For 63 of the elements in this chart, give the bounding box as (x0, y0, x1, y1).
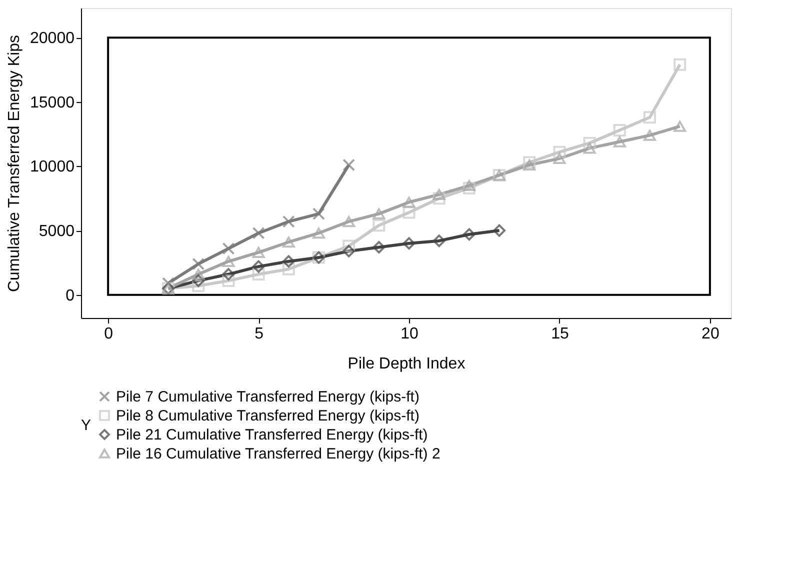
point (222, 256, 235, 267)
point (252, 260, 265, 273)
point (282, 262, 295, 276)
point (432, 188, 446, 200)
point (192, 258, 205, 270)
point (282, 255, 295, 268)
point (674, 58, 686, 71)
point (432, 192, 446, 205)
legend-title: Y (81, 417, 92, 434)
x-tick-label: 5 (254, 326, 264, 342)
point (553, 146, 566, 158)
point (312, 208, 325, 220)
point (192, 280, 205, 292)
point (462, 182, 476, 194)
y-tick-label: 20000 (30, 30, 75, 48)
legend-label: Pile 8 Cumulative Transferred Energy (kips-ft) (116, 408, 420, 424)
point (613, 136, 626, 148)
point (372, 219, 386, 232)
point (583, 142, 596, 154)
point (222, 274, 235, 287)
point (192, 274, 205, 287)
point (432, 234, 446, 248)
point (402, 237, 416, 250)
point (644, 111, 656, 124)
x-tick-label: 20 (702, 326, 720, 342)
point (342, 158, 356, 172)
y-tick-label: 0 (66, 287, 75, 304)
point (222, 242, 235, 255)
point (583, 136, 596, 150)
legend-label: Pile 7 Cumulative Transferred Energy (kips-ft) (116, 388, 420, 406)
point (282, 236, 295, 248)
y-tick-label: 5000 (38, 223, 75, 240)
x-tick-label: 15 (551, 326, 569, 342)
point (342, 244, 356, 258)
point (252, 246, 265, 258)
point (462, 180, 476, 192)
point (252, 268, 265, 281)
point (644, 130, 656, 141)
point (674, 120, 686, 132)
point (342, 216, 356, 228)
point (372, 241, 386, 254)
point (553, 152, 566, 164)
y-tick-label: 10000 (30, 158, 75, 176)
point (402, 206, 416, 219)
point (493, 224, 506, 237)
point (282, 215, 295, 228)
legend-label: Pile 21 Cumulative Transferred Energy (kips-ft) (116, 426, 428, 444)
y-tick-label: 15000 (30, 94, 75, 112)
point (613, 124, 626, 136)
point (252, 226, 265, 240)
x-tick-label: 10 (400, 326, 419, 342)
point (342, 240, 356, 252)
x-axis-title: Pile Depth Index (348, 356, 466, 372)
point (312, 228, 325, 239)
legend-label: Pile 16 Cumulative Transferred Energy (kips-ft) 2 (116, 446, 440, 462)
y-axis-title: Cumulative Transferred Energy Kips (6, 35, 24, 292)
point (192, 268, 205, 280)
point (402, 196, 416, 208)
point (222, 268, 235, 281)
point (523, 159, 536, 170)
point (372, 208, 386, 220)
point (462, 228, 476, 241)
x-tick-label: 0 (104, 326, 114, 342)
